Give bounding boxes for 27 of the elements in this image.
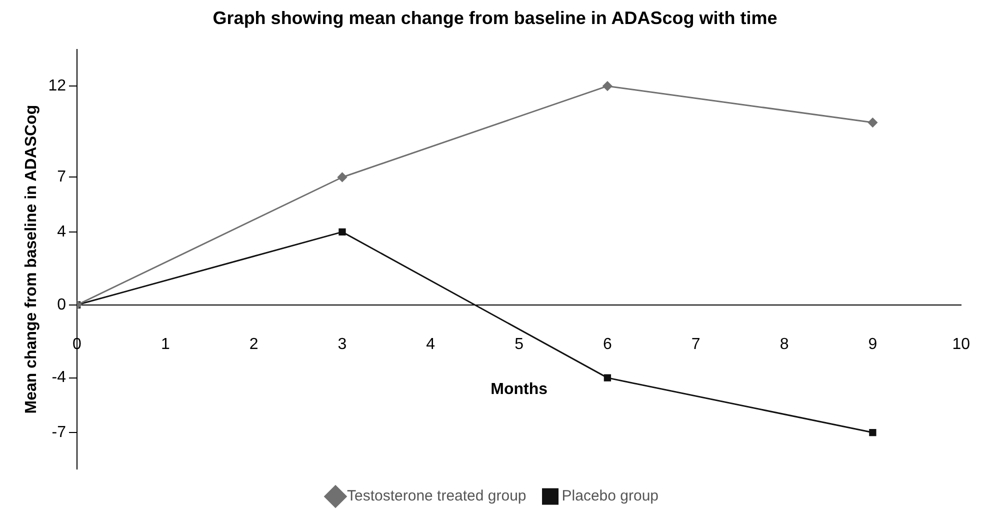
y-tick-label: 12 (48, 77, 66, 94)
x-tick-label: 9 (868, 336, 878, 353)
y-tick-label: 4 (57, 223, 66, 240)
point (869, 428, 876, 436)
x-tick-label: 1 (160, 336, 170, 353)
point (604, 374, 612, 382)
legend-label: Testosterone treated group (346, 488, 526, 505)
x-tick-label: 6 (603, 336, 612, 353)
x-tick-label: 2 (249, 336, 258, 353)
y-tick-label: -4 (52, 369, 66, 386)
x-tick-label: 4 (426, 336, 436, 353)
chart-title: Graph showing mean change from baseline in ADAScog with time (212, 8, 778, 28)
x-tick-label: 3 (338, 336, 347, 353)
point (602, 81, 612, 91)
y-tick-label: -7 (52, 424, 66, 441)
y-axis-title: Mean change from baseline in ADASCog (23, 104, 40, 414)
legend-label: Placebo group (562, 488, 659, 505)
point (868, 118, 878, 128)
x-tick-label: 5 (514, 336, 524, 353)
point (337, 172, 347, 182)
x-tick-label: 10 (952, 336, 970, 353)
y-tick-label: 0 (57, 296, 66, 314)
y-tick-label: 7 (57, 168, 66, 186)
point (338, 228, 346, 236)
x-axis-title: Months (490, 381, 548, 398)
x-tick-label: 8 (780, 336, 789, 353)
x-tick-label: 7 (691, 336, 700, 353)
